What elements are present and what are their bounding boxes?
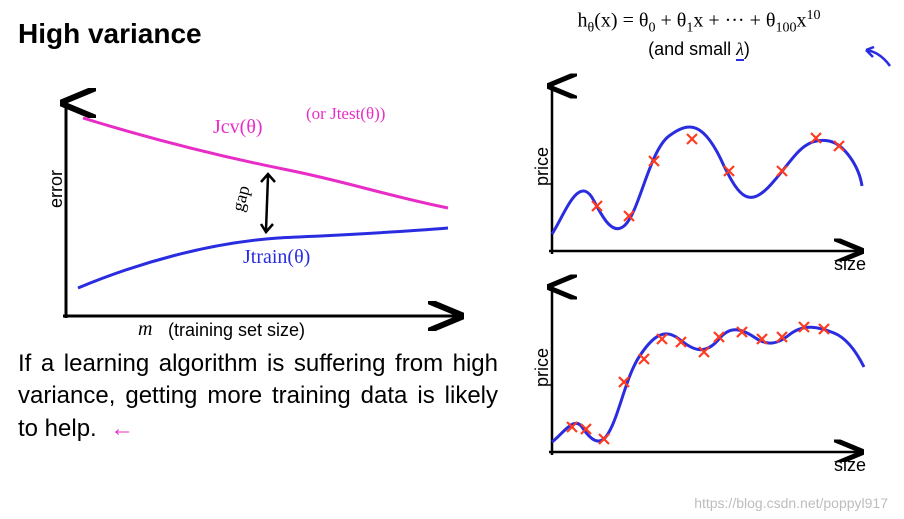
overfit-svg-2: [504, 267, 874, 462]
overfit-svg-1: [504, 66, 874, 261]
m-var: m: [138, 318, 152, 341]
data-points-2: [567, 322, 829, 444]
train-label: Jtrain(θ): [243, 246, 310, 269]
gap-arrow: [261, 174, 275, 232]
learning-curve-chart: error Jcv(θ) (or Jtest(θ)) Jtrain(θ) gap…: [18, 58, 478, 338]
arrow-left-icon: ←: [103, 415, 134, 442]
body-span: If a learning algorithm is suffering fro…: [18, 350, 498, 442]
y-axis-label: error: [46, 170, 67, 208]
watermark-text: https://blog.csdn.net/poppyl917: [694, 495, 888, 511]
cv-label-2: (or Jtest(θ)): [306, 104, 385, 124]
explanation-text: If a learning algorithm is suffering fro…: [18, 348, 498, 445]
lambda-prefix: (and small: [648, 39, 736, 59]
overfit-chart-2: price size: [504, 267, 874, 462]
cv-curve: [83, 118, 448, 208]
fit-curve-2: [552, 327, 864, 442]
lambda-suffix: ): [744, 39, 750, 59]
lambda-symbol: λ: [736, 39, 744, 61]
y-label-2: price: [532, 348, 553, 387]
x-axis-label: (training set size): [168, 320, 305, 341]
page-title: High variance: [18, 18, 498, 50]
lambda-note: (and small λ): [504, 39, 894, 60]
y-label-1: price: [532, 147, 553, 186]
x-label-2: size: [834, 455, 866, 476]
cv-label: Jcv(θ): [213, 116, 263, 139]
hypothesis-formula: hθ(x) = θ0 + θ1x + ··· + θ100x10: [504, 8, 894, 37]
fit-curve-1: [552, 127, 862, 234]
overfit-chart-1: price size: [504, 66, 874, 261]
